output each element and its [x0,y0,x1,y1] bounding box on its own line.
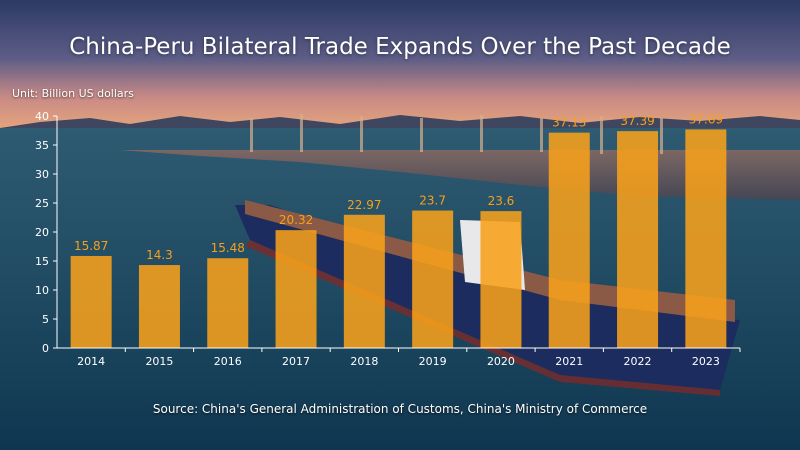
x-tick-label-2021: 2021 [555,355,583,368]
data-label-2021: 37.13 [552,116,586,130]
data-label-2019: 23.7 [419,194,446,208]
data-label-2018: 22.97 [347,198,381,212]
bar-2016 [207,258,249,348]
bar-2014 [70,255,112,348]
bar-2021 [548,132,590,348]
chart-title: China-Peru Bilateral Trade Expands Over … [69,34,731,60]
bar-2019 [412,210,454,348]
data-label-2014: 15.87 [74,239,108,253]
bar-2017 [275,230,317,348]
bar-2022 [617,131,659,348]
data-label-2016: 15.48 [211,241,245,255]
y-tick-label: 15 [35,255,49,268]
y-tick-label: 30 [35,168,49,181]
unit-label: Unit: Billion US dollars [12,87,134,100]
bar-2015 [138,265,180,348]
bar-2020 [480,211,522,348]
x-tick-label-2016: 2016 [214,355,242,368]
data-label-2023: 37.69 [689,112,723,126]
x-tick-label-2023: 2023 [692,355,720,368]
bar-2018 [343,214,385,348]
y-tick-label: 5 [42,313,49,326]
x-tick-label-2014: 2014 [77,355,105,368]
x-tick-label-2015: 2015 [145,355,173,368]
y-tick-label: 25 [35,197,49,210]
y-tick-label: 35 [35,139,49,152]
y-axis: 0 5 10 15 20 25 30 35 40 [35,110,58,355]
data-label-2020: 23.6 [488,194,515,208]
y-tick-label: 10 [35,284,49,297]
y-tick-label: 40 [35,110,49,123]
bar-2023 [685,129,727,348]
source-note: Source: China's General Administration o… [152,402,648,416]
x-tick-label-2020: 2020 [487,355,515,368]
x-tick-label-2017: 2017 [282,355,310,368]
x-tick-label-2022: 2022 [624,355,652,368]
x-axis: 2014 2015 2016 2017 2018 2019 2020 2021 2022 2023 [57,347,741,368]
x-tick-label-2018: 2018 [350,355,378,368]
data-label-2022: 37.39 [620,114,654,128]
y-tick-label: 0 [42,342,49,355]
bars-group: 15.87 14.3 15.48 20.32 22.97 23.7 23.6 37.13 37.… [70,112,727,348]
x-tick-label-2019: 2019 [419,355,447,368]
data-label-2015: 14.3 [146,248,173,262]
y-tick-label: 20 [35,226,49,239]
data-label-2017: 20.32 [279,213,313,227]
